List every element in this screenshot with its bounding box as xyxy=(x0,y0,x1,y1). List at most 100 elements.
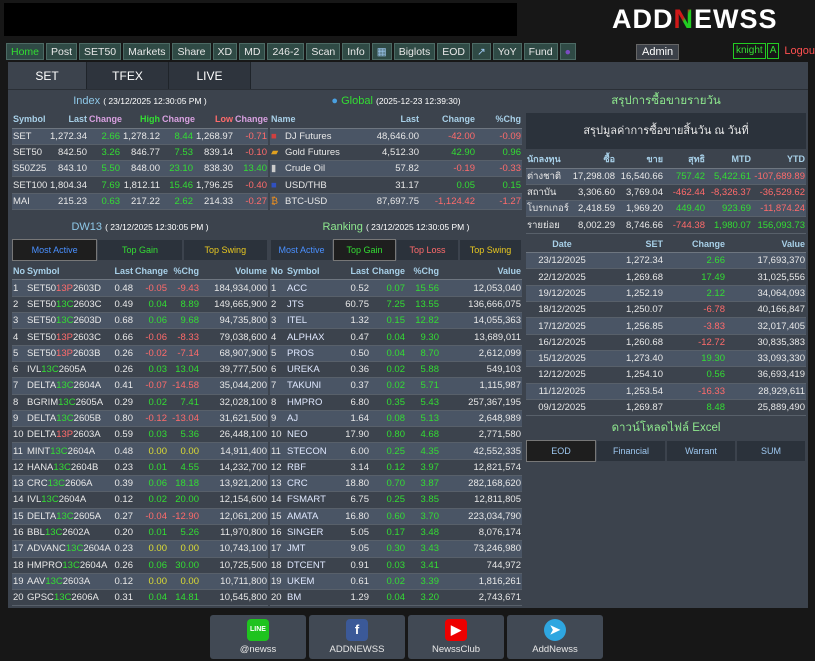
social-facebook[interactable]: f ADDNEWSS xyxy=(309,615,405,659)
table-row[interactable]: 20 BM 1.29 0.04 3.20 2,743,671 xyxy=(270,589,522,607)
symbol-cell[interactable]: IVL13C2604A xyxy=(26,491,106,509)
table-row[interactable]: 19/12/2025 1,252.19 2.12 34,064,093 xyxy=(526,285,806,303)
table-row[interactable]: 2 JTS 60.75 7.25 13.55 136,666,075 xyxy=(270,296,522,314)
table-row[interactable]: MAI 215.23 0.63 217.22 2.62 214.33 -0.27 xyxy=(12,193,268,210)
table-row[interactable]: ■ USD/THB 31.17 0.05 0.15 xyxy=(270,176,522,194)
nav-post[interactable]: Post xyxy=(46,43,78,60)
symbol-cell[interactable]: HMPRO13C2604A xyxy=(26,557,107,574)
table-row[interactable]: 7 DELTA13C2604A 0.41 -0.07 -14.58 35,044,200 xyxy=(12,377,268,395)
subtab-top-swing[interactable]: Top Swing xyxy=(182,238,268,261)
nav-fund[interactable]: Fund xyxy=(523,43,558,60)
user-icon[interactable]: ● xyxy=(559,43,576,60)
table-row[interactable]: 09/12/2025 1,269.87 8.48 25,889,490 xyxy=(526,399,806,417)
symbol-cell[interactable]: IVL13C2605A xyxy=(26,361,106,379)
symbol-cell[interactable]: BBL13C2602A xyxy=(26,524,106,542)
nav-yoy[interactable]: YoY xyxy=(492,43,522,60)
symbol-cell[interactable]: SET5013C2603D xyxy=(26,312,106,330)
username[interactable]: knight xyxy=(733,43,766,59)
admin-button[interactable]: Admin xyxy=(636,44,680,60)
table-row[interactable]: 22/12/2025 1,269.68 17.49 31,025,556 xyxy=(526,268,806,286)
table-row[interactable]: 17/12/2025 1,256.85 -3.83 32,017,405 xyxy=(526,317,806,335)
table-row[interactable]: 16 BBL13C2602A 0.20 0.01 5.26 11,970,800 xyxy=(12,524,268,542)
table-row[interactable]: SET 1,272.34 2.66 1,278.12 8.44 1,268.97 -0.71 xyxy=(12,128,268,145)
table-row[interactable]: 8 BGRIM13C2605A 0.29 0.02 7.41 32,028,100 xyxy=(12,394,268,411)
symbol-cell[interactable]: SET5013C2603C xyxy=(26,296,106,314)
subtab-top-gain[interactable]: Top Gain xyxy=(97,238,183,261)
nav-biglots[interactable]: Biglots xyxy=(393,43,436,60)
symbol-cell[interactable]: AAV13C2603A xyxy=(26,573,106,591)
table-row[interactable]: 17 JMT 9.05 0.30 3.43 73,246,980 xyxy=(270,540,522,558)
tab-live[interactable]: LIVE xyxy=(169,62,251,89)
symbol-cell[interactable]: SET5013P2603B xyxy=(26,345,106,362)
nav-home[interactable]: Home xyxy=(6,43,45,60)
table-row[interactable]: 8 HMPRO 6.80 0.35 5.43 257,367,195 xyxy=(270,394,522,411)
table-row[interactable]: 11 MINT13C2604A 0.48 0.00 0.00 14,911,400 xyxy=(12,442,268,460)
table-row[interactable]: 12 RBF 3.14 0.12 3.97 12,821,574 xyxy=(270,459,522,477)
table-row[interactable]: 15 AMATA 16.80 0.60 3.70 223,034,790 xyxy=(270,508,522,525)
symbol-cell[interactable]: DELTA13C2604A xyxy=(26,377,106,395)
symbol-cell[interactable]: SET5013P2603D xyxy=(26,279,106,297)
table-row[interactable]: ▰ Gold Futures 4,512.30 42.90 0.96 xyxy=(270,144,522,162)
table-row[interactable]: 11/12/2025 1,253.54 -16.33 28,929,611 xyxy=(526,383,806,400)
table-row[interactable]: โบรกเกอร์ 2,418.59 1,969.20 449.40 923.69 -11… xyxy=(526,200,806,218)
table-row[interactable]: 16 SINGER 5.05 0.17 3.48 8,076,174 xyxy=(270,524,522,542)
subtab-eod[interactable]: EOD xyxy=(526,440,596,463)
table-row[interactable]: 18 DTCENT 0.91 0.03 3.41 744,972 xyxy=(270,557,522,574)
calendar-icon[interactable]: ▦ xyxy=(371,43,392,60)
table-row[interactable]: 17 ADVANC13C2604A 0.23 0.00 0.00 10,743,100 xyxy=(12,540,268,558)
table-row[interactable]: 18 HMPRO13C2604A 0.26 0.06 30.00 10,725,500 xyxy=(12,557,268,574)
table-row[interactable]: 11 STECON 6.00 0.25 4.35 42,552,335 xyxy=(270,442,522,460)
table-row[interactable]: ■ DJ Futures 48,646.00 -42.00 -0.09 xyxy=(270,128,522,145)
table-row[interactable]: 10 NEO 17.90 0.80 4.68 2,771,580 xyxy=(270,426,522,444)
nav-set50[interactable]: SET50 xyxy=(79,43,122,60)
logout-link[interactable]: Logout xyxy=(784,45,815,57)
nav-xd[interactable]: XD xyxy=(212,43,238,60)
social-youtube[interactable]: ▶ NewssClub xyxy=(408,615,504,659)
social-telegram[interactable]: ➤ AddNewss xyxy=(507,615,603,659)
table-row[interactable]: ₿ BTC-USD 87,697.75 -1,124.42 -1.27 xyxy=(270,193,522,210)
symbol-cell[interactable]: CRC13C2606A xyxy=(26,475,106,493)
table-row[interactable]: 4 SET5013P2603C 0.66 -0.06 -8.33 79,038,600 xyxy=(12,328,268,346)
table-row[interactable]: ต่างชาติ 17,298.08 16,540.66 757.42 5,422.61… xyxy=(526,168,806,185)
table-row[interactable]: 12 HANA13C2604B 0.23 0.01 4.55 14,232,700 xyxy=(12,459,268,477)
chart-icon[interactable]: ↗ xyxy=(471,43,491,60)
nav-eod[interactable]: EOD xyxy=(437,43,470,60)
subtab-financial[interactable]: Financial xyxy=(596,440,666,463)
table-row[interactable]: 10 DELTA13P2603A 0.59 0.03 5.36 26,448,100 xyxy=(12,426,268,444)
subtab-sum[interactable]: SUM xyxy=(736,440,806,463)
table-row[interactable]: 7 TAKUNI 0.37 0.02 5.71 1,115,987 xyxy=(270,377,522,395)
table-row[interactable]: 23/12/2025 1,272.34 2.66 17,693,370 xyxy=(526,252,806,270)
subtab-top-swing[interactable]: Top Swing xyxy=(459,238,522,261)
table-row[interactable]: 15 DELTA13C2605A 0.27 -0.04 -12.90 12,061,200 xyxy=(12,508,268,525)
table-row[interactable]: 9 AJ 1.64 0.08 5.13 2,648,989 xyxy=(270,410,522,428)
table-row[interactable]: SET50 842.50 3.26 846.77 7.53 839.14 -0.10 xyxy=(12,144,268,162)
table-row[interactable]: สถาบัน 3,306.60 3,769.04 -462.44 -8,326.37 -3… xyxy=(526,184,806,202)
symbol-cell[interactable]: DELTA13C2605A xyxy=(26,508,106,525)
table-row[interactable]: 12/12/2025 1,254.10 0.56 36,693,419 xyxy=(526,366,806,384)
table-row[interactable]: ▮ Crude Oil 57.82 -0.19 -0.33 xyxy=(270,160,522,178)
subtab-most-active[interactable]: Most Active xyxy=(12,238,98,261)
nav-markets[interactable]: Markets xyxy=(123,43,171,60)
table-row[interactable]: รายย่อย 8,002.29 8,746.66 -744.38 1,980.07 15… xyxy=(526,216,806,234)
table-row[interactable]: 3 ITEL 1.32 0.15 12.82 14,055,363 xyxy=(270,312,522,330)
nav-info[interactable]: Info xyxy=(342,43,370,60)
table-row[interactable]: 19 UKEM 0.61 0.02 3.39 1,816,261 xyxy=(270,573,522,591)
table-row[interactable]: 13 CRC13C2606A 0.39 0.06 18.18 13,921,200 xyxy=(12,475,268,493)
table-row[interactable]: 6 IVL13C2605A 0.26 0.03 13.04 39,777,500 xyxy=(12,361,268,379)
tab-set[interactable]: SET xyxy=(8,62,87,89)
table-row[interactable]: 4 ALPHAX 0.47 0.04 9.30 13,689,011 xyxy=(270,328,522,346)
table-row[interactable]: 5 SET5013P2603B 0.26 -0.02 -7.14 68,907,900 xyxy=(12,345,268,362)
table-row[interactable]: 20 GPSC13C2606A 0.31 0.04 14.81 10,545,800 xyxy=(12,589,268,607)
table-row[interactable]: 15/12/2025 1,273.40 19.30 33,093,330 xyxy=(526,350,806,368)
tab-tfex[interactable]: TFEX xyxy=(87,62,169,89)
symbol-cell[interactable]: ADVANC13C2604A xyxy=(26,540,111,558)
nav-share[interactable]: Share xyxy=(172,43,211,60)
table-row[interactable]: 5 PROS 0.50 0.04 8.70 2,612,099 xyxy=(270,345,522,362)
subtab-warrant[interactable]: Warrant xyxy=(666,440,736,463)
table-row[interactable]: 16/12/2025 1,260.68 -12.72 30,835,383 xyxy=(526,334,806,351)
table-row[interactable]: 14 FSMART 6.75 0.25 3.85 12,811,805 xyxy=(270,491,522,509)
subtab-most-active[interactable]: Most Active xyxy=(270,238,333,261)
symbol-cell[interactable]: DELTA13C2605B xyxy=(26,410,106,428)
nav-246-2[interactable]: 246-2 xyxy=(267,43,305,60)
symbol-cell[interactable]: BGRIM13C2605A xyxy=(26,394,106,411)
